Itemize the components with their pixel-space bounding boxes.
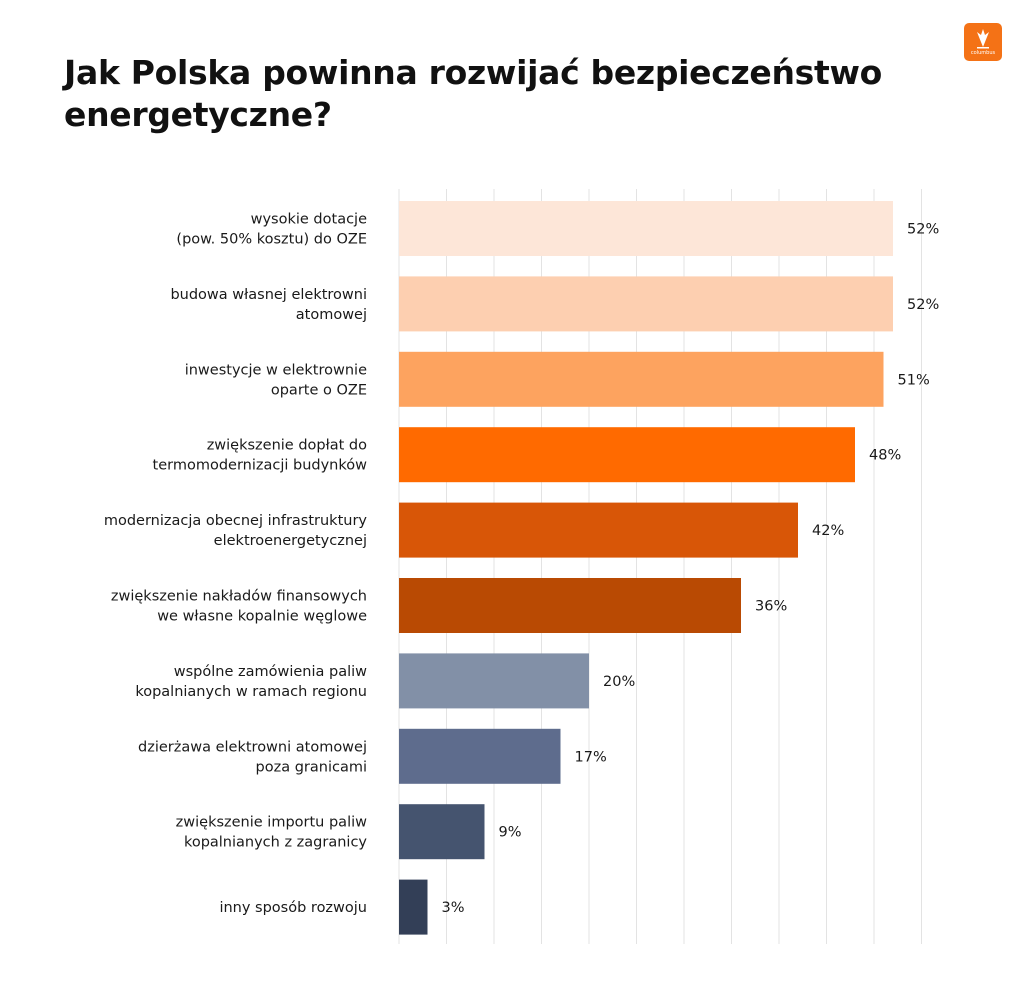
data-label: 3% [442,900,465,916]
category-label: modernizacja obecnej infrastruktury [104,513,368,529]
data-label: 52% [907,297,939,313]
category-label: zwiększenie nakładów finansowych [111,589,367,605]
data-label: 42% [812,523,844,539]
bar [399,578,741,633]
data-label: 9% [499,825,522,841]
data-label: 20% [603,674,635,690]
category-label: we własne kopalnie węglowe [157,609,367,625]
columbus-logo: columbus [964,23,1002,61]
chart-title-line-1: Jak Polska powinna rozwijać bezpieczeńst… [64,53,883,92]
bar [399,427,855,483]
chart-title: Jak Polska powinna rozwijać bezpieczeńst… [64,52,924,136]
chart-value-labels: 52% 52% 51% 48% 42% 36% 20% 17% 9% 3% [442,222,940,917]
data-label: 17% [575,749,607,765]
flame-icon [977,29,989,49]
bar [399,653,589,709]
category-label: atomowej [296,307,367,323]
category-label: inny sposób rozwoju [219,900,367,916]
category-label: dzierżawa elektrowni atomowej [138,739,367,755]
chart-title-line-2: energetyczne? [64,95,332,134]
category-label: inwestycje w elektrownie [185,362,367,378]
data-label: 52% [907,222,939,238]
category-label: kopalnianych w ramach regionu [135,684,367,700]
category-label: oparte o OZE [271,382,367,398]
chart-bars [399,201,893,935]
logo-text: columbus [970,50,996,56]
category-label: kopalnianych z zagranicy [184,835,367,851]
category-label: zwiększenie importu paliw [176,815,367,831]
bar [399,728,561,784]
category-label: wspólne zamówienia paliw [174,664,367,680]
bar [399,351,884,407]
category-label: budowa własnej elektrowni [170,287,367,303]
category-label: wysokie dotacje [251,212,367,228]
bar [399,502,798,558]
category-label: termomodernizacji budynków [153,458,368,474]
bar [399,201,893,256]
data-label: 51% [898,372,930,388]
bar [399,804,485,860]
category-label: zwiększenie dopłat do [207,438,367,454]
category-label: poza granicami [256,759,367,775]
category-label: (pow. 50% kosztu) do OZE [176,232,367,248]
data-label: 36% [755,599,787,615]
bar [399,879,428,935]
bar [399,276,893,332]
chart-category-labels: wysokie dotacje (pow. 50% kosztu) do OZE b… [104,212,368,917]
data-label: 48% [869,448,901,464]
category-label: elektroenergetycznej [214,533,367,549]
